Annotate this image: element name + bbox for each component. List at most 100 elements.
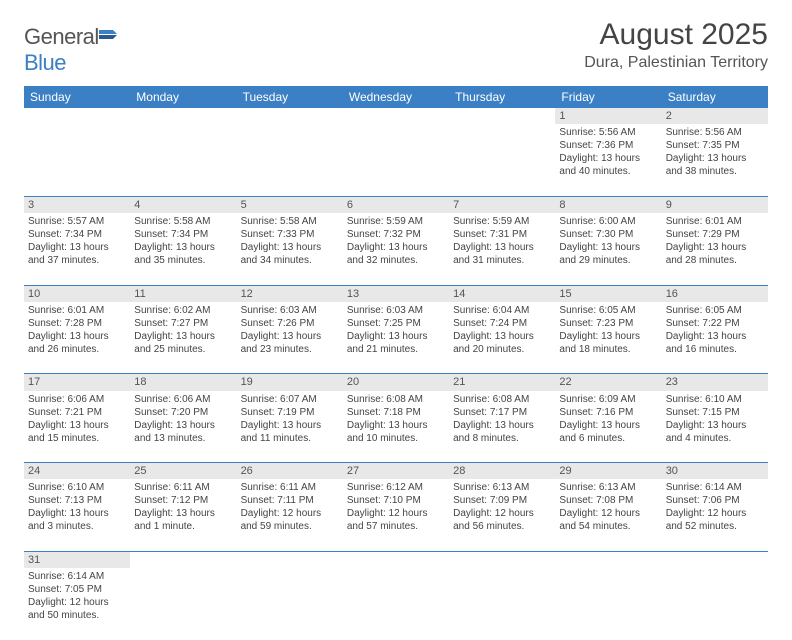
day-cell: Sunrise: 6:03 AMSunset: 7:25 PMDaylight:…	[343, 302, 449, 374]
day-cell: Sunrise: 6:14 AMSunset: 7:06 PMDaylight:…	[662, 479, 768, 551]
sunrise-text: Sunrise: 6:03 AM	[347, 304, 445, 317]
day-number-cell: 3	[24, 196, 130, 213]
logo-part1: General	[24, 24, 99, 49]
sunrise-text: Sunrise: 6:10 AM	[666, 393, 764, 406]
day-cell: Sunrise: 6:11 AMSunset: 7:11 PMDaylight:…	[237, 479, 343, 551]
sunrise-text: Sunrise: 6:03 AM	[241, 304, 339, 317]
day-number-cell	[555, 551, 661, 568]
sunrise-text: Sunrise: 5:57 AM	[28, 215, 126, 228]
weekday-header-row: SundayMondayTuesdayWednesdayThursdayFrid…	[24, 86, 768, 108]
sunset-text: Sunset: 7:17 PM	[453, 406, 551, 419]
day-cell: Sunrise: 6:01 AMSunset: 7:28 PMDaylight:…	[24, 302, 130, 374]
day-cell: Sunrise: 6:08 AMSunset: 7:18 PMDaylight:…	[343, 391, 449, 463]
daylight-text: Daylight: 13 hours and 21 minutes.	[347, 330, 445, 356]
day-number-cell: 22	[555, 374, 661, 391]
sunset-text: Sunset: 7:23 PM	[559, 317, 657, 330]
day-cell: Sunrise: 6:02 AMSunset: 7:27 PMDaylight:…	[130, 302, 236, 374]
day-cell: Sunrise: 6:14 AMSunset: 7:05 PMDaylight:…	[24, 568, 130, 640]
day-cell: Sunrise: 6:08 AMSunset: 7:17 PMDaylight:…	[449, 391, 555, 463]
day-cell: Sunrise: 5:56 AMSunset: 7:35 PMDaylight:…	[662, 124, 768, 196]
day-cell: Sunrise: 5:56 AMSunset: 7:36 PMDaylight:…	[555, 124, 661, 196]
daylight-text: Daylight: 13 hours and 40 minutes.	[559, 152, 657, 178]
daylight-text: Daylight: 13 hours and 20 minutes.	[453, 330, 551, 356]
sunrise-text: Sunrise: 5:58 AM	[241, 215, 339, 228]
day-content-row: Sunrise: 5:57 AMSunset: 7:34 PMDaylight:…	[24, 213, 768, 285]
sunrise-text: Sunrise: 6:10 AM	[28, 481, 126, 494]
sunset-text: Sunset: 7:21 PM	[28, 406, 126, 419]
day-cell: Sunrise: 6:13 AMSunset: 7:08 PMDaylight:…	[555, 479, 661, 551]
sunset-text: Sunset: 7:11 PM	[241, 494, 339, 507]
daylight-text: Daylight: 13 hours and 13 minutes.	[134, 419, 232, 445]
day-number-cell: 19	[237, 374, 343, 391]
daylight-text: Daylight: 13 hours and 25 minutes.	[134, 330, 232, 356]
day-content-row: Sunrise: 6:14 AMSunset: 7:05 PMDaylight:…	[24, 568, 768, 640]
calendar-body: 12 Sunrise: 5:56 AMSunset: 7:36 PMDayligh…	[24, 108, 768, 640]
day-number-cell: 12	[237, 285, 343, 302]
daylight-text: Daylight: 13 hours and 31 minutes.	[453, 241, 551, 267]
logo-part2: Blue	[24, 50, 66, 75]
daylight-text: Daylight: 13 hours and 28 minutes.	[666, 241, 764, 267]
day-cell	[130, 568, 236, 640]
sunrise-text: Sunrise: 6:13 AM	[453, 481, 551, 494]
daylight-text: Daylight: 12 hours and 56 minutes.	[453, 507, 551, 533]
daylight-text: Daylight: 13 hours and 18 minutes.	[559, 330, 657, 356]
sunset-text: Sunset: 7:24 PM	[453, 317, 551, 330]
sunrise-text: Sunrise: 6:07 AM	[241, 393, 339, 406]
sunrise-text: Sunrise: 5:59 AM	[453, 215, 551, 228]
daylight-text: Daylight: 13 hours and 8 minutes.	[453, 419, 551, 445]
day-cell	[343, 568, 449, 640]
daylight-text: Daylight: 13 hours and 23 minutes.	[241, 330, 339, 356]
day-number-cell: 10	[24, 285, 130, 302]
day-number-cell: 28	[449, 463, 555, 480]
sunrise-text: Sunrise: 6:05 AM	[666, 304, 764, 317]
day-cell: Sunrise: 5:58 AMSunset: 7:33 PMDaylight:…	[237, 213, 343, 285]
day-content-row: Sunrise: 6:10 AMSunset: 7:13 PMDaylight:…	[24, 479, 768, 551]
day-number-cell	[237, 551, 343, 568]
day-cell	[449, 124, 555, 196]
day-cell: Sunrise: 6:12 AMSunset: 7:10 PMDaylight:…	[343, 479, 449, 551]
sunrise-text: Sunrise: 5:56 AM	[559, 126, 657, 139]
sunrise-text: Sunrise: 6:08 AM	[347, 393, 445, 406]
day-number-cell: 11	[130, 285, 236, 302]
day-number-cell: 9	[662, 196, 768, 213]
sunrise-text: Sunrise: 6:01 AM	[28, 304, 126, 317]
day-number-cell: 21	[449, 374, 555, 391]
sunset-text: Sunset: 7:32 PM	[347, 228, 445, 241]
sunrise-text: Sunrise: 6:11 AM	[241, 481, 339, 494]
daylight-text: Daylight: 13 hours and 35 minutes.	[134, 241, 232, 267]
day-number-cell: 30	[662, 463, 768, 480]
day-cell: Sunrise: 6:06 AMSunset: 7:20 PMDaylight:…	[130, 391, 236, 463]
sunset-text: Sunset: 7:26 PM	[241, 317, 339, 330]
day-cell: Sunrise: 5:59 AMSunset: 7:32 PMDaylight:…	[343, 213, 449, 285]
day-number-cell: 31	[24, 551, 130, 568]
day-content-row: Sunrise: 6:06 AMSunset: 7:21 PMDaylight:…	[24, 391, 768, 463]
day-cell: Sunrise: 6:03 AMSunset: 7:26 PMDaylight:…	[237, 302, 343, 374]
day-number-cell: 6	[343, 196, 449, 213]
day-cell: Sunrise: 6:13 AMSunset: 7:09 PMDaylight:…	[449, 479, 555, 551]
day-cell: Sunrise: 6:07 AMSunset: 7:19 PMDaylight:…	[237, 391, 343, 463]
sunrise-text: Sunrise: 6:13 AM	[559, 481, 657, 494]
logo: GeneralBlue	[24, 24, 121, 76]
sunrise-text: Sunrise: 6:14 AM	[666, 481, 764, 494]
daylight-text: Daylight: 12 hours and 52 minutes.	[666, 507, 764, 533]
day-cell: Sunrise: 6:05 AMSunset: 7:22 PMDaylight:…	[662, 302, 768, 374]
day-number-cell: 8	[555, 196, 661, 213]
day-number-cell	[662, 551, 768, 568]
day-cell: Sunrise: 6:05 AMSunset: 7:23 PMDaylight:…	[555, 302, 661, 374]
day-number-cell	[130, 551, 236, 568]
location-subtitle: Dura, Palestinian Territory	[584, 54, 768, 72]
day-number-row: 10111213141516	[24, 285, 768, 302]
daylight-text: Daylight: 13 hours and 37 minutes.	[28, 241, 126, 267]
calendar-table: SundayMondayTuesdayWednesdayThursdayFrid…	[24, 86, 768, 640]
sunrise-text: Sunrise: 5:59 AM	[347, 215, 445, 228]
sunset-text: Sunset: 7:34 PM	[28, 228, 126, 241]
day-number-cell: 18	[130, 374, 236, 391]
day-number-row: 24252627282930	[24, 463, 768, 480]
day-number-cell: 29	[555, 463, 661, 480]
day-content-row: Sunrise: 5:56 AMSunset: 7:36 PMDaylight:…	[24, 124, 768, 196]
day-number-cell: 17	[24, 374, 130, 391]
day-number-cell: 24	[24, 463, 130, 480]
sunset-text: Sunset: 7:27 PM	[134, 317, 232, 330]
sunset-text: Sunset: 7:10 PM	[347, 494, 445, 507]
day-cell: Sunrise: 5:57 AMSunset: 7:34 PMDaylight:…	[24, 213, 130, 285]
